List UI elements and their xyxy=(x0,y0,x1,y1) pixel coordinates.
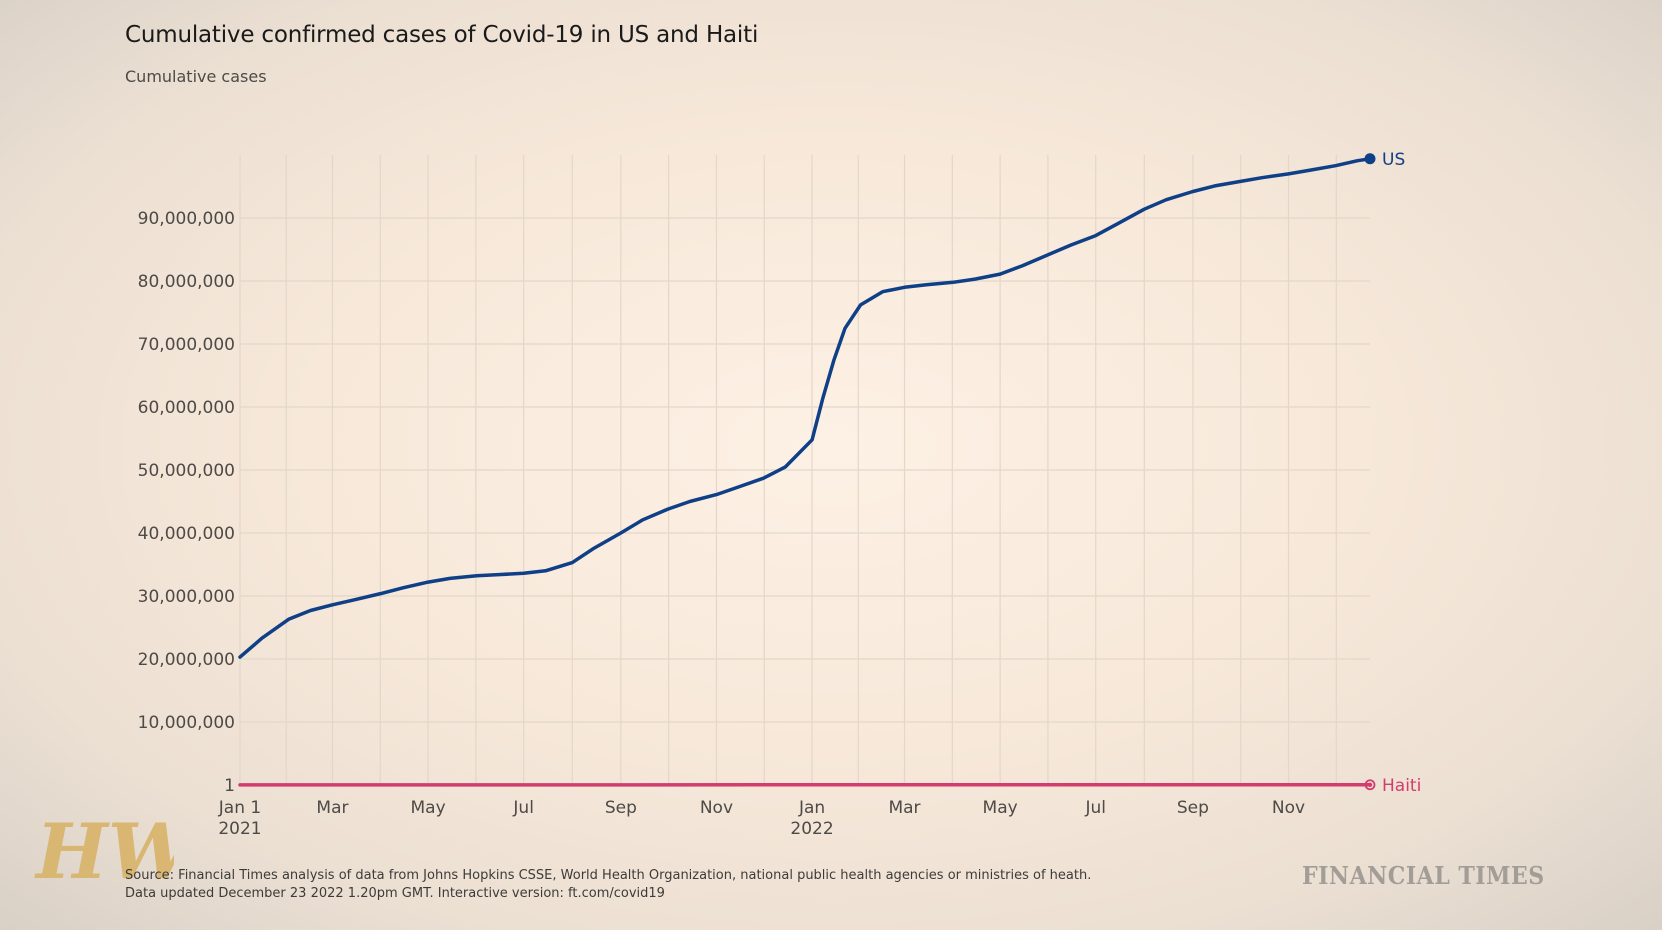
series-end-dot-haiti xyxy=(1367,782,1373,787)
y-tick-label: 50,000,000 xyxy=(138,461,235,481)
x-tick-year-label: 2022 xyxy=(790,819,833,839)
x-tick-label: Sep xyxy=(1177,798,1209,818)
y-axis-labels: 1 10,000,000 20,000,000 30,000,000 40,000,00… xyxy=(138,209,235,796)
series-end-label-us: US xyxy=(1382,150,1405,170)
source-line-1: Source: Financial Times analysis of data… xyxy=(125,868,1092,883)
y-tick-label: 10,000,000 xyxy=(138,713,235,733)
series-end-marker-haiti xyxy=(1364,779,1376,791)
x-tick-label: Jan 1 xyxy=(218,798,261,818)
y-tick-label: 80,000,000 xyxy=(138,272,235,292)
x-tick-label: Sep xyxy=(605,798,637,818)
chart-title: Cumulative confirmed cases of Covid-19 i… xyxy=(125,22,759,48)
series-end-label-haiti: Haiti xyxy=(1382,776,1421,796)
x-tick-label: Nov xyxy=(1272,798,1305,818)
source-note: Source: Financial Times analysis of data… xyxy=(125,867,1091,903)
x-tick-label: Mar xyxy=(316,798,348,818)
source-line-2: Data updated December 23 2022 1.20pm GMT… xyxy=(125,886,665,901)
hw-watermark-logo: HW xyxy=(34,812,174,884)
hw-watermark-text: HW xyxy=(34,812,174,884)
y-tick-label: 40,000,000 xyxy=(138,524,235,544)
x-tick-label: Nov xyxy=(700,798,733,818)
series-line-us xyxy=(238,157,1372,659)
series-end-markers: US Haiti xyxy=(1364,150,1421,796)
y-tick-label: 90,000,000 xyxy=(138,209,235,229)
y-tick-label: 60,000,000 xyxy=(138,398,235,418)
y-tick-label: 20,000,000 xyxy=(138,650,235,670)
vertical-gridlines xyxy=(239,155,1337,785)
x-tick-label: Jul xyxy=(1084,798,1106,818)
x-tick-label: Jul xyxy=(512,798,534,818)
x-tick-label: Jan xyxy=(798,798,825,818)
y-tick-label: 30,000,000 xyxy=(138,587,235,607)
series-end-marker-us xyxy=(1364,153,1376,165)
y-tick-label: 70,000,000 xyxy=(138,335,235,355)
chart-subtitle: Cumulative cases xyxy=(125,67,267,86)
x-tick-label: May xyxy=(410,798,445,818)
x-tick-label: Mar xyxy=(888,798,920,818)
series-lines xyxy=(238,157,1372,787)
x-tick-label: May xyxy=(983,798,1018,818)
financial-times-logo: FINANCIAL TIMES xyxy=(1302,861,1545,890)
x-tick-year-label: 2021 xyxy=(218,819,261,839)
horizontal-gridlines xyxy=(240,217,1370,786)
y-tick-label: 1 xyxy=(224,776,235,796)
